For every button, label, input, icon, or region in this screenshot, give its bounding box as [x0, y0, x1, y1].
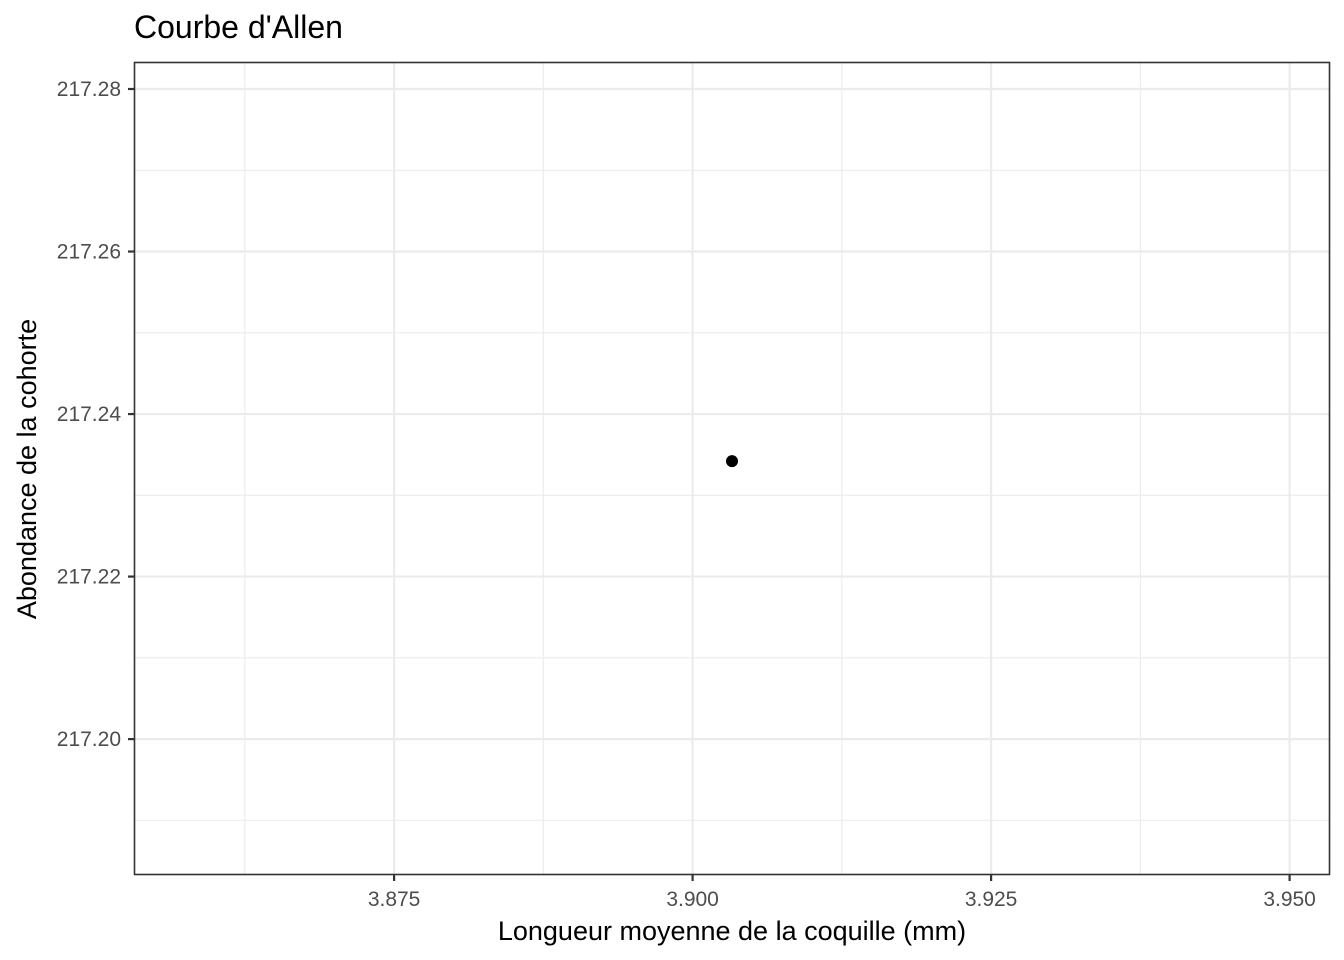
data-points — [726, 455, 738, 468]
plot-panel-border — [133, 61, 1331, 876]
chart-title: Courbe d'Allen — [134, 9, 343, 45]
y-tick-label: 217.26 — [57, 241, 121, 264]
x-axis-label: Longueur moyenne de la coquille (mm) — [498, 916, 966, 946]
x-tick-label: 3.950 — [1263, 888, 1316, 911]
grid — [135, 63, 1329, 874]
x-axis-ticks: 3.875 3.900 3.925 3.950 — [368, 874, 1316, 911]
x-tick-label: 3.900 — [666, 888, 719, 911]
y-axis-ticks: 217.20 217.22 217.24 217.26 217.28 — [57, 78, 135, 751]
y-tick-label: 217.28 — [57, 78, 121, 101]
y-tick-label: 217.24 — [57, 403, 122, 426]
y-axis-label: Abondance de la cohorte — [12, 319, 42, 619]
x-tick-label: 3.875 — [368, 888, 421, 911]
x-tick-label: 3.925 — [965, 888, 1018, 911]
y-tick-label: 217.20 — [57, 728, 121, 751]
data-point — [726, 455, 738, 468]
y-tick-label: 217.22 — [57, 566, 121, 589]
